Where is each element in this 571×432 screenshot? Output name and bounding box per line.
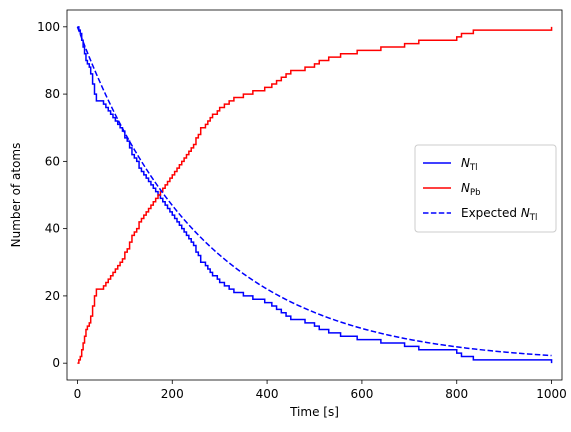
y-tick-label: 60: [45, 154, 60, 168]
x-axis-label: Time [s]: [289, 405, 339, 419]
x-tick-label: 400: [256, 387, 279, 401]
legend-label-2: Expected NTl: [461, 206, 537, 223]
y-tick-label: 20: [45, 289, 60, 303]
ticks: 0 200 400 600 800 1000 0 20 40 60 80 100: [37, 20, 567, 401]
x-tick-label: 200: [161, 387, 184, 401]
series-line-0: [77, 26, 553, 364]
legend-label-0: NTl: [461, 156, 478, 173]
y-tick-label: 100: [37, 20, 60, 34]
legend: NTl NPb Expected NTl: [414, 144, 557, 233]
y-tick-label: 80: [45, 87, 60, 101]
legend-box: [414, 144, 557, 233]
x-tick-label: 1000: [536, 387, 567, 401]
axes-frame: [66, 9, 563, 381]
legend-label-1: NPb: [461, 181, 481, 198]
plot-lines: [76, 26, 553, 364]
x-tick-label: 600: [350, 387, 373, 401]
series-line-1: [77, 26, 553, 364]
y-tick-label: 40: [45, 222, 60, 236]
x-tick-label: 800: [445, 387, 468, 401]
series-line-2: [76, 26, 552, 357]
x-tick-label: 0: [74, 387, 82, 401]
y-axis-label: Number of atoms: [9, 143, 23, 248]
y-tick-label: 0: [52, 356, 60, 370]
